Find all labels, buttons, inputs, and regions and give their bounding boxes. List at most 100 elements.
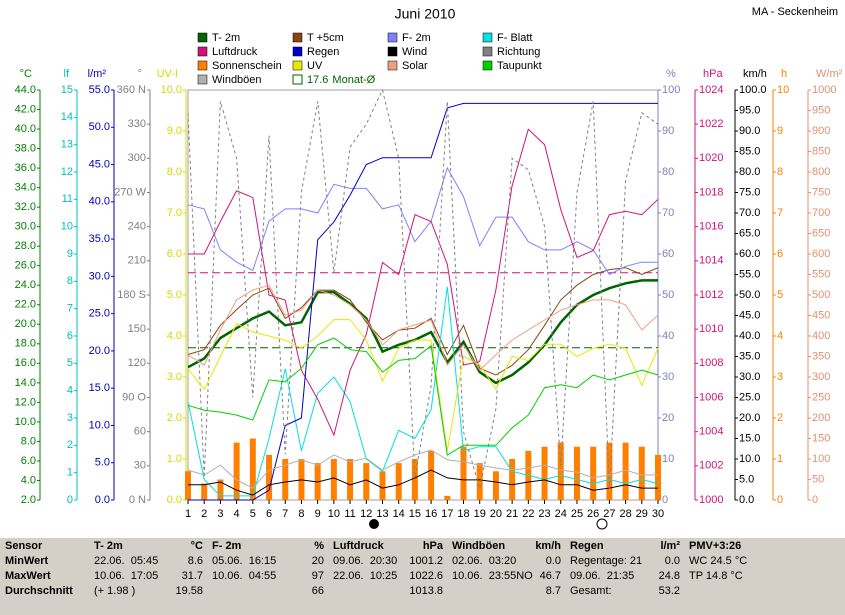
- x-tick-label: 25: [571, 508, 583, 520]
- y-tick-label: 9.0: [167, 125, 182, 137]
- y-tick-label: 1018: [699, 186, 723, 198]
- table-cell: [685, 583, 802, 598]
- legend-label: Windböen: [212, 74, 262, 86]
- y-tick-label: 1010: [699, 323, 723, 335]
- y-tick-label: 10: [777, 84, 789, 96]
- y-tick-label: 7: [67, 303, 73, 315]
- legend-swatch: [292, 46, 303, 57]
- legend-swatch: [292, 32, 303, 43]
- bar: [460, 446, 467, 500]
- y-tick-label: 40.0: [739, 330, 760, 342]
- cell-text: 22.06. 10:25: [333, 569, 398, 582]
- y-tick-label: 5: [777, 289, 783, 301]
- y-tick-label: 25.0: [739, 391, 760, 403]
- y-tick-label: 300: [128, 152, 146, 164]
- cell-text: T- 2m: [94, 539, 123, 552]
- series-line: [187, 88, 659, 489]
- cell-content: 10.06. 17:05 31.7: [94, 570, 203, 582]
- legend-label: Regen: [307, 46, 339, 58]
- cell-value: 1022.6: [409, 569, 443, 582]
- y-tick-label: 4: [67, 385, 73, 397]
- y-tick-label: 50: [662, 289, 674, 301]
- y-tick-label: 800: [812, 166, 830, 178]
- y-tick-label: 360 N: [117, 84, 146, 96]
- cell-text: Windböen: [452, 539, 506, 552]
- cell-content: WC 24.5 °C: [689, 555, 798, 567]
- cell-value: 24.8: [658, 569, 680, 582]
- y-tick-label: 80: [662, 166, 674, 178]
- series-line: [188, 469, 658, 496]
- table-cell: 22.06. 10:25 1022.6: [329, 568, 447, 583]
- cell-content: 10.06. 23:55NO 46.7: [452, 570, 561, 582]
- table-cell: WC 24.5 °C: [685, 553, 802, 568]
- legend-swatch: [387, 60, 398, 71]
- chart: Juni 2010 MA - Seckenheim °C 2.0 4.0 6.0 8.0…: [15, 6, 843, 530]
- cell-text: 09.06. 21:35: [570, 569, 635, 582]
- y-tick-label: 60: [134, 426, 146, 438]
- x-tick-label: 23: [538, 508, 550, 520]
- bar: [379, 471, 386, 500]
- y-tick-label: 30: [134, 460, 146, 472]
- legend-label: Luftdruck: [212, 46, 258, 58]
- row-label: Durchschnitt: [1, 583, 89, 598]
- y-tick-label: 0: [662, 494, 668, 506]
- y-tick-label: 13: [61, 139, 73, 151]
- y-tick-label: 16.0: [15, 357, 36, 369]
- y-tick-label: 7: [777, 207, 783, 219]
- legend-swatch: [482, 46, 493, 57]
- station-name: MA - Seckenheim: [752, 6, 838, 18]
- axis-unit: l/m²: [88, 68, 107, 80]
- y-tick-label: 30.0: [739, 371, 760, 383]
- x-tick-label: 15: [409, 508, 421, 520]
- y-tick-label: 50.0: [739, 289, 760, 301]
- axis-unit: UV-I: [157, 68, 178, 80]
- series-line: [187, 279, 658, 385]
- x-tick-label: 11: [344, 508, 355, 520]
- bar: [411, 459, 418, 500]
- x-tick-label: 18: [457, 508, 469, 520]
- y-tick-label: 150: [128, 323, 146, 335]
- y-tick-label: 22.0: [15, 299, 36, 311]
- x-tick-label: 8: [298, 508, 304, 520]
- cell-text: Regen: [570, 539, 604, 552]
- cell-content: 8.7: [452, 585, 561, 597]
- legend-label: Taupunkt: [497, 60, 542, 72]
- y-tick-label: 1000: [699, 494, 723, 506]
- y-tick-label: 120: [128, 357, 146, 369]
- y-tick-label: 1024: [699, 84, 723, 96]
- y-tick-label: 90 O: [122, 391, 146, 403]
- table-row: MaxWert 10.06. 17:05 31.7 10.06. 04:55 97 22.…: [1, 568, 802, 583]
- cell-text: 05.06. 16:15: [212, 554, 277, 567]
- cell-value: 31.7: [181, 569, 203, 582]
- cell-value: 19.58: [175, 584, 203, 597]
- y-tick-label: 60: [662, 248, 674, 260]
- cell-value: 8.6: [187, 554, 203, 567]
- y-tick-label: 10: [662, 453, 674, 465]
- x-tick-label: 29: [636, 508, 648, 520]
- y-tick-label: 100: [812, 453, 830, 465]
- y-tick-label: 5.0: [167, 289, 182, 301]
- legend-label: F- Blatt: [497, 32, 532, 44]
- row-label: MinWert: [1, 553, 89, 568]
- y-tick-label: 42.0: [15, 103, 36, 115]
- y-tick-label: 0: [777, 494, 783, 506]
- y-tick-label: 8.0: [21, 435, 36, 447]
- cell-content: Regentage: 21 0.0: [570, 555, 680, 567]
- cell-value: %: [314, 539, 324, 552]
- cell-text: TP 14.8 °C: [689, 569, 743, 582]
- series-line: [187, 449, 658, 489]
- cell-content: Windböen km/h: [452, 540, 561, 552]
- y-tick-label: 44.0: [15, 84, 36, 96]
- series-line: [188, 128, 659, 437]
- y-tick-label: 5.0: [95, 457, 110, 469]
- y-tick-label: 95.0: [739, 104, 760, 116]
- axis-unit: km/h: [743, 68, 767, 80]
- y-tick-label: 9: [67, 248, 73, 260]
- legend-label: Solar: [402, 60, 428, 72]
- table-cell: T- 2m °C: [90, 538, 207, 553]
- table-cell: Regen l/m²: [566, 538, 684, 553]
- x-tick-label: 14: [393, 508, 405, 520]
- bar: [476, 463, 483, 500]
- legend-swatch: [482, 32, 493, 43]
- y-tick-label: 60.0: [739, 248, 760, 260]
